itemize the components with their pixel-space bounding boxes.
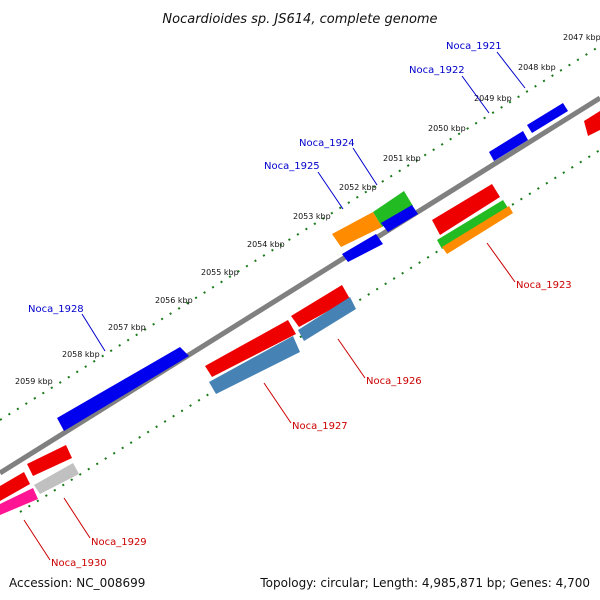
gene-noca-1926b[interactable] [298, 297, 356, 341]
gene-label-noca-1925[interactable]: Noca_1925 [264, 161, 320, 172]
kbp-label: 2056 kbp [155, 296, 193, 305]
gene-label-noca-1927[interactable]: Noca_1927 [292, 421, 348, 432]
genome-backbone [0, 95, 600, 476]
gene-noca-1921[interactable] [527, 103, 568, 133]
kbp-labels: 2047 kbp 2048 kbp 2049 kbp 2050 kbp 2051… [15, 33, 600, 386]
gene-label-noca-1926[interactable]: Noca_1926 [366, 376, 422, 387]
gene-noca-1927[interactable] [205, 320, 296, 377]
gene-noca-1926[interactable] [291, 285, 350, 327]
leader-line [63, 497, 91, 539]
leader-line [81, 313, 106, 352]
gene-noca-1925[interactable] [381, 205, 418, 232]
gene-noca-1929[interactable] [27, 445, 72, 476]
gene-label-noca-1929[interactable]: Noca_1929 [91, 537, 147, 548]
leader-line [23, 519, 51, 561]
kbp-label: 2048 kbp [518, 63, 556, 72]
kbp-label: 2050 kbp [428, 124, 466, 133]
gene-noca-1928[interactable] [57, 347, 189, 431]
leader-line [337, 338, 366, 379]
gene-noca-1923c[interactable] [442, 206, 513, 254]
gene-noca-1924b[interactable] [332, 212, 382, 247]
gene-noca-1927b[interactable] [209, 336, 300, 394]
leader-line [317, 171, 344, 210]
gene-noca-1929b[interactable] [34, 463, 79, 494]
kbp-label: 2054 kbp [247, 240, 285, 249]
topology-summary: Topology: circular; Length: 4,985,871 bp… [259, 576, 590, 590]
gene-label-noca-1930[interactable]: Noca_1930 [51, 558, 107, 569]
leader-line [486, 242, 516, 283]
accession-text: Accession: NC_008699 [9, 576, 145, 590]
gene-label-noca-1928[interactable]: Noca_1928 [28, 304, 84, 315]
leader-line [461, 75, 490, 114]
map-title: Nocardioides sp. JS614, complete genome [162, 12, 437, 27]
kbp-label: 2047 kbp [563, 33, 600, 42]
leader-line [263, 382, 292, 424]
kbp-label: 2058 kbp [62, 350, 100, 359]
gene-noca-1924[interactable] [373, 191, 413, 227]
kbp-label: 2057 kbp [108, 323, 146, 332]
reverse-genes [0, 111, 600, 515]
gene-label-noca-1923[interactable]: Noca_1923 [516, 280, 572, 291]
kbp-label: 2052 kbp [339, 183, 377, 192]
kbp-label: 2055 kbp [201, 268, 239, 277]
gene-noca-1925b[interactable] [342, 234, 383, 262]
forward-genes [57, 103, 568, 431]
kbp-label: 2051 kbp [383, 154, 421, 163]
gene-label-noca-1924[interactable]: Noca_1924 [299, 138, 355, 149]
gene-noca-1930[interactable] [0, 472, 30, 501]
gene-label-noca-1922[interactable]: Noca_1922 [409, 65, 465, 76]
gene-far-right[interactable] [584, 111, 600, 136]
gene-label-noca-1921[interactable]: Noca_1921 [446, 41, 502, 52]
gene-noca-1930b[interactable] [0, 488, 38, 515]
kbp-label: 2053 kbp [293, 212, 331, 221]
kbp-label: 2059 kbp [15, 377, 53, 386]
leader-lines [23, 51, 526, 561]
leader-line [352, 147, 378, 186]
gene-noca-1923b[interactable] [437, 200, 508, 249]
gene-noca-1923[interactable] [432, 184, 500, 235]
gene-noca-1922[interactable] [489, 131, 528, 161]
leader-line [496, 51, 526, 89]
kbp-label: 2049 kbp [474, 94, 512, 103]
gene-labels: Noca_1921 Noca_1922 Noca_1924 Noca_1925 … [28, 41, 572, 569]
